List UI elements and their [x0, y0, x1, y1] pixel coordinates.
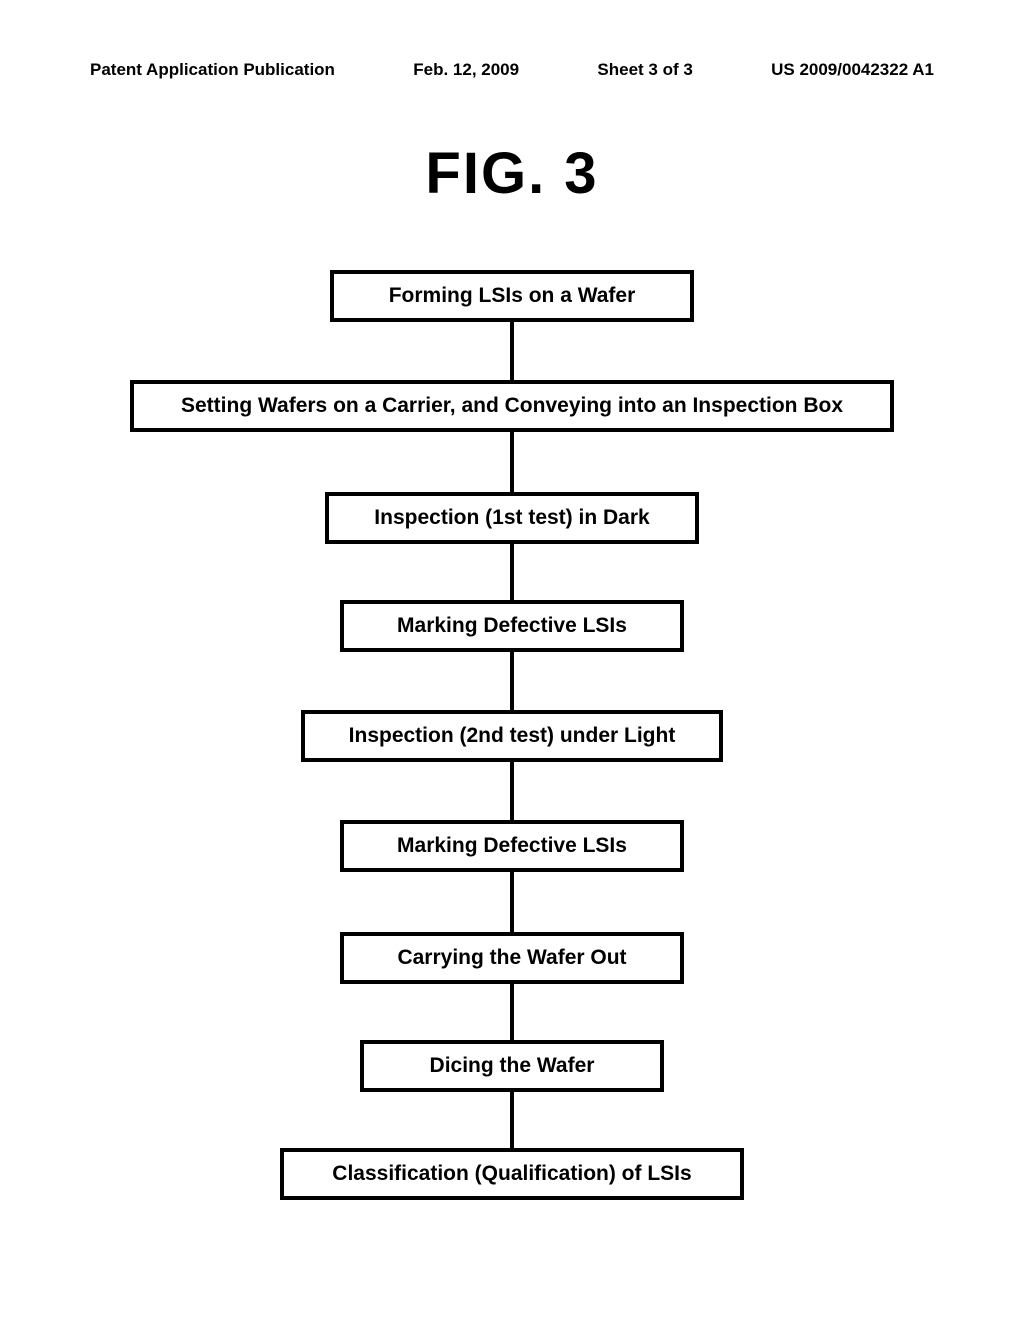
flow-node-n3: Inspection (1st test) in Dark [325, 492, 699, 544]
flow-connector [510, 544, 514, 600]
page-header: Patent Application Publication Feb. 12, … [0, 60, 1024, 80]
figure-title: FIG. 3 [0, 140, 1024, 207]
flow-connector [510, 762, 514, 820]
flow-node-n4: Marking Defective LSIs [340, 600, 684, 652]
flow-node-n5: Inspection (2nd test) under Light [301, 710, 723, 762]
flowchart: Forming LSIs on a Wafer Setting Wafers on… [0, 270, 1024, 1200]
flow-node-n1: Forming LSIs on a Wafer [330, 270, 694, 322]
flow-connector [510, 432, 514, 492]
header-sheet: Sheet 3 of 3 [597, 60, 692, 80]
patent-page: Patent Application Publication Feb. 12, … [0, 0, 1024, 1320]
flow-connector [510, 322, 514, 380]
flow-node-n6: Marking Defective LSIs [340, 820, 684, 872]
header-patent-no: US 2009/0042322 A1 [771, 60, 934, 80]
header-publication: Patent Application Publication [90, 60, 335, 80]
flow-connector [510, 984, 514, 1040]
flow-node-n2: Setting Wafers on a Carrier, and Conveyi… [130, 380, 894, 432]
flow-node-n7: Carrying the Wafer Out [340, 932, 684, 984]
flow-node-n8: Dicing the Wafer [360, 1040, 664, 1092]
flow-connector [510, 652, 514, 710]
flow-node-n9: Classification (Qualification) of LSIs [280, 1148, 744, 1200]
flow-connector [510, 872, 514, 932]
flow-connector [510, 1092, 514, 1148]
header-date: Feb. 12, 2009 [413, 60, 519, 80]
